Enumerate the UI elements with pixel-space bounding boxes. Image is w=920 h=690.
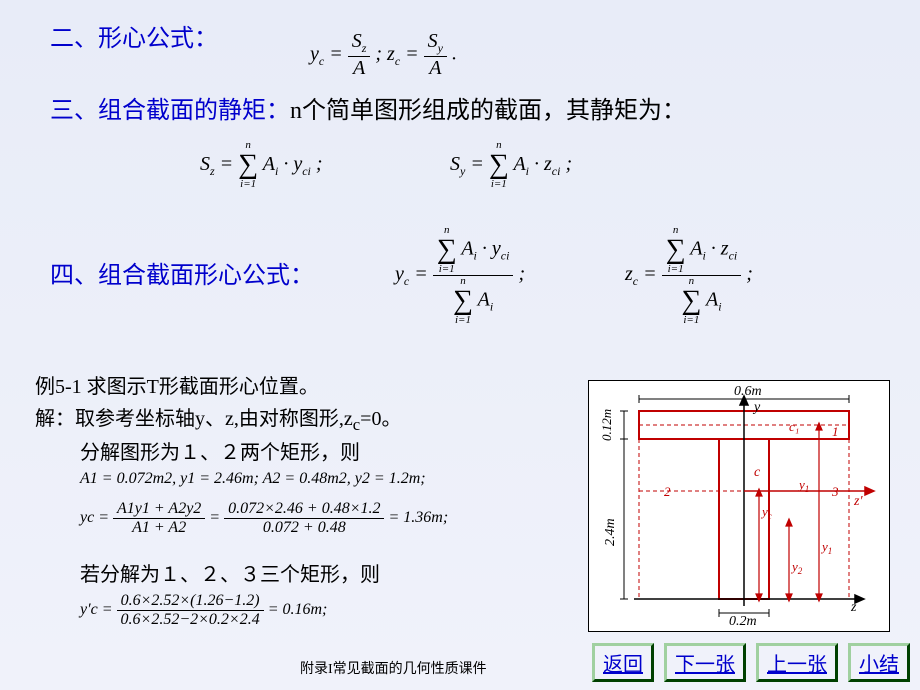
diag-region-2: 2 xyxy=(664,484,671,499)
diag-label-z: z xyxy=(850,600,857,615)
example-line1: 解：取参考坐标轴y、z,由对称图形,zc=0。 xyxy=(35,402,401,435)
diag-region-1: 1 xyxy=(832,424,839,439)
heading-2: 二、形心公式： xyxy=(50,18,218,53)
example-line3: 若分解为１、２、３三个矩形，则 xyxy=(80,558,380,587)
diag-label-y1: y1 xyxy=(820,539,832,556)
example-line2: 分解图形为１、２两个矩形，则 xyxy=(80,436,360,465)
prev-button[interactable]: 上一张 xyxy=(756,643,838,682)
next-button[interactable]: 下一张 xyxy=(664,643,746,682)
formula-zc-composite: zc = n∑i=1 Ai · zci n∑i=1 Ai ; xyxy=(625,225,753,326)
formula-centroid: yc = SzA ; zc = SyA . xyxy=(310,30,457,80)
example-values1: A1 = 0.072m2, y1 = 2.46m; A2 = 0.48m2, y… xyxy=(80,470,426,488)
heading-4: 四、组合截面形心公式： xyxy=(50,255,314,290)
summary-button[interactable]: 小结 xyxy=(848,643,910,682)
diag-label-yc: yc xyxy=(760,504,772,521)
heading-3-blue: 三、组合截面的静矩： xyxy=(50,98,290,124)
diag-label-0.2m: 0.2m xyxy=(729,614,757,629)
heading-3: 三、组合截面的静矩：n个简单图形组成的截面，其静矩为： xyxy=(50,90,686,125)
example-yc-calc: yc = A1y1 + A2y2A1 + A2 = 0.072×2.46 + 0… xyxy=(80,500,448,537)
diag-label-c: c xyxy=(754,465,761,480)
diag-label-yprime: y1 xyxy=(797,477,809,494)
example-title: 例5-1 求图示T形截面形心位置。 xyxy=(35,370,319,399)
heading-3-black: n个简单图形组成的截面，其静矩为： xyxy=(290,98,686,124)
diag-label-y: y xyxy=(752,400,761,415)
back-button[interactable]: 返回 xyxy=(592,643,654,682)
formula-sz: Sz = n∑i=1 Ai · yci ; xyxy=(200,140,323,190)
diag-label-0.6m: 0.6m xyxy=(734,384,762,399)
example-yc2-calc: y′c = 0.6×2.52×(1.26−1.2)0.6×2.52−2×0.2×… xyxy=(80,592,327,629)
diag-label-2.4m: 2.4m xyxy=(603,518,618,546)
formula-sy: Sy = n∑i=1 Ai · zci ; xyxy=(450,140,572,190)
diag-label-0.12m: 0.12m xyxy=(599,409,614,441)
footer-caption: 附录I常见截面的几何性质课件 xyxy=(300,658,487,678)
formula-yc-composite: yc = n∑i=1 Ai · yci n∑i=1 Ai ; xyxy=(395,225,525,326)
diag-label-c1: c₁ xyxy=(789,419,799,434)
diag-label-zprime: z′ xyxy=(853,494,863,509)
diag-region-3: 3 xyxy=(831,484,839,499)
diag-label-y2: y2 xyxy=(790,559,803,576)
footer-buttons: 返回 下一张 上一张 小结 xyxy=(592,643,910,682)
t-section-diagram: 0.6m 0.12m 2.4m 0.2m y c₁ c 1 2 3 yc y1 … xyxy=(588,380,890,632)
diagram-svg: 0.6m 0.12m 2.4m 0.2m y c₁ c 1 2 3 yc y1 … xyxy=(589,381,889,631)
